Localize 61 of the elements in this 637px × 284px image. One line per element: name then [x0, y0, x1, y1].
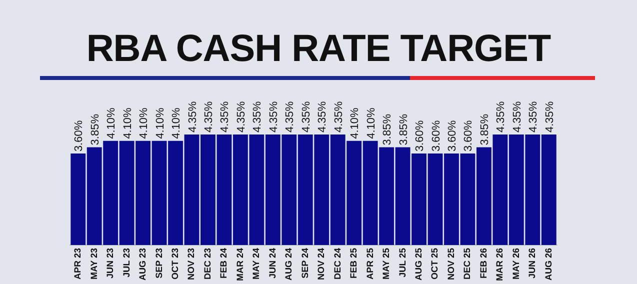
data-label: 4.10% [106, 107, 118, 139]
x-tick-label: APR 23 [72, 248, 83, 280]
x-tick-label: AUG 26 [543, 248, 554, 281]
data-label: 3.85% [398, 114, 410, 146]
x-tick-label: MAY 25 [381, 248, 392, 280]
x-tick-label: MAR 24 [234, 248, 245, 282]
x-tick-label: JUL 23 [121, 248, 132, 278]
data-label: 4.35% [252, 101, 264, 133]
data-label: 4.35% [544, 101, 556, 133]
data-label: 3.60% [462, 120, 475, 152]
data-label: 4.10% [138, 107, 150, 139]
data-label: 3.85% [89, 114, 102, 146]
data-label: 3.85% [382, 114, 394, 146]
data-label: 3.60% [414, 120, 426, 152]
data-label: 4.35% [316, 101, 329, 133]
data-label: 4.35% [268, 101, 280, 133]
x-tick-label: MAR 26 [494, 248, 505, 282]
data-label: 4.35% [219, 101, 232, 133]
chart-title: RBA CASH RATE TARGET [85, 28, 552, 71]
x-tick-label: OCT 25 [430, 248, 440, 280]
x-tick-label: AUG 23 [138, 248, 148, 281]
x-tick-label: SEP 24 [300, 248, 310, 278]
x-tick-label: MAY 24 [251, 248, 262, 280]
x-tick-label: NOV 25 [446, 248, 456, 280]
x-tick-label: MAY 23 [88, 248, 99, 280]
data-label: 4.35% [284, 101, 296, 133]
x-tick-label: JUN 26 [527, 248, 538, 279]
data-label: 4.10% [154, 107, 166, 139]
x-tick-label: APR 25 [364, 248, 375, 280]
data-label: 3.60% [73, 120, 86, 152]
x-tick-label: DEC 25 [462, 248, 472, 280]
data-label: 4.35% [202, 101, 215, 133]
data-label: 4.10% [122, 107, 134, 139]
x-tick-label: JUL 25 [397, 248, 408, 278]
data-label: 4.35% [332, 101, 345, 133]
data-label: 3.85% [478, 114, 491, 146]
x-tick-label: JUN 23 [105, 248, 116, 279]
x-tick-label: AUG 25 [414, 248, 424, 281]
data-label: 4.35% [186, 101, 199, 133]
data-label: 4.35% [528, 101, 540, 133]
data-label: 4.35% [511, 101, 524, 133]
data-label: 4.35% [235, 101, 248, 133]
x-tick-label: NOV 24 [316, 248, 326, 280]
x-tick-label: AUG 24 [284, 248, 294, 281]
x-tick-label: OCT 23 [170, 248, 180, 280]
data-label: 3.60% [446, 120, 458, 152]
x-tick-label: DEC 23 [202, 248, 212, 280]
data-label: 4.35% [300, 101, 312, 133]
x-tick-label: SEP 23 [154, 248, 164, 278]
data-label: 3.60% [430, 120, 442, 152]
data-label: 4.35% [495, 101, 508, 133]
data-label: 4.10% [170, 107, 183, 139]
x-tick-label: DEC 24 [332, 248, 342, 280]
x-tick-label: FEB 26 [478, 248, 488, 279]
x-tick-label: FEB 24 [218, 248, 229, 279]
x-tick-label: JUN 24 [267, 248, 278, 279]
x-tick-label: MAY 26 [510, 248, 521, 280]
x-tick-label: FEB 25 [348, 248, 359, 279]
data-label: 4.10% [365, 107, 378, 139]
x-tick-label: NOV 23 [186, 248, 196, 280]
data-label: 4.10% [349, 107, 362, 139]
